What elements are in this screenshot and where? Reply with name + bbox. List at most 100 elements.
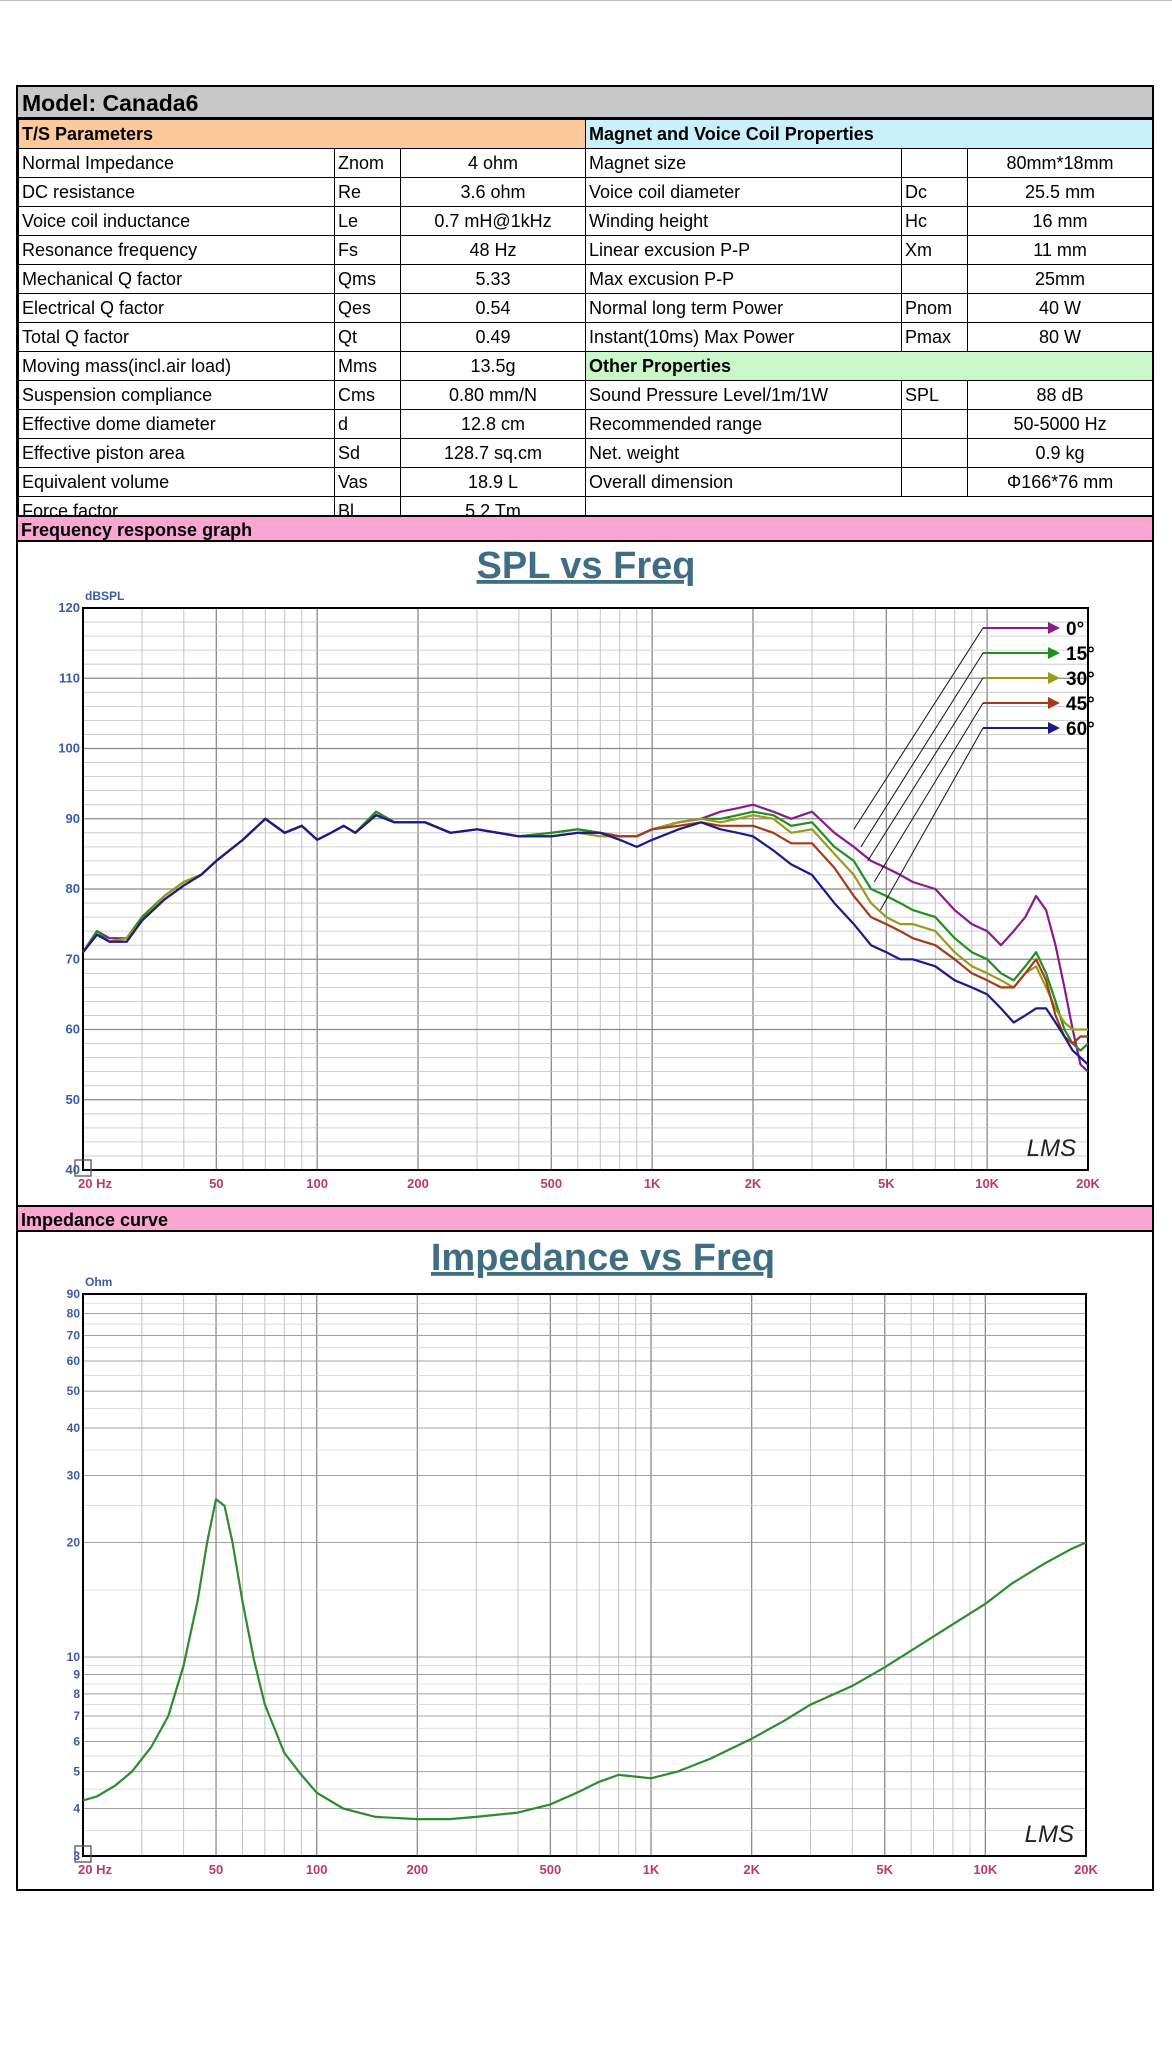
ts-param-name: Effective piston area (18, 438, 335, 468)
y-tick-label: 9 (73, 1667, 80, 1681)
y-tick-label: 90 (66, 811, 80, 826)
chart-background (18, 542, 1152, 1202)
series-line (82, 1498, 1087, 1821)
x-tick-label: 5K (876, 1862, 893, 1877)
spec-table: T/S Parameters Magnet and Voice Coil Prop… (17, 119, 1154, 526)
ts-param-name: Electrical Q factor (18, 293, 335, 323)
spec-row: Total Q factor Qt 0.49 Instant(10ms) Max Po… (18, 322, 1154, 352)
ts-param-value: 128.7 sq.cm (399, 438, 587, 468)
property-symbol: Pnom (901, 293, 969, 323)
top-border-line (0, 0, 1172, 1)
y-tick-label: 7 (73, 1709, 80, 1723)
ts-header: T/S Parameters (17, 119, 587, 149)
ts-param-value: 0.80 mm/N (399, 380, 587, 410)
x-tick-label: 10K (973, 1862, 997, 1877)
property-symbol: SPL (901, 380, 969, 410)
x-tick-label: 2K (743, 1862, 760, 1877)
spec-row: Suspension compliance Cms 0.80 mm/N Sound P… (18, 380, 1154, 410)
y-tick-label: 4 (73, 1801, 80, 1815)
lms-watermark: LMS (1027, 1135, 1076, 1162)
legend-leader-line (867, 677, 984, 862)
y-tick-label: 3 (73, 1849, 80, 1863)
property-value: 80 W (967, 322, 1154, 352)
chart-title: Impedance vs Freq (431, 1237, 775, 1279)
legend-arrowhead-icon (1048, 622, 1060, 634)
x-tick-label: 1K (643, 1862, 660, 1877)
property-value: 25mm (967, 264, 1154, 294)
y-tick-label: 6 (73, 1734, 80, 1748)
ts-param-value: 13.5g (399, 351, 587, 381)
legend-leader-line (853, 627, 984, 830)
property-value: 88 dB (967, 380, 1154, 410)
spec-row: T/S Parameters Magnet and Voice Coil Prop… (17, 119, 1154, 149)
ts-param-symbol: Qt (334, 322, 401, 352)
property-name: Linear excusion P-P (585, 235, 903, 265)
plot-frame (82, 607, 1089, 1171)
property-name: Overall dimension (585, 467, 903, 497)
ts-param-symbol: Re (334, 177, 401, 207)
ts-param-value: 4 ohm (399, 148, 587, 178)
ts-param-symbol: Fs (334, 235, 401, 265)
property-value: Φ166*76 mm (967, 467, 1154, 497)
y-tick-label: 110 (59, 670, 80, 685)
x-tick-label: 20 Hz (78, 1862, 112, 1877)
x-tick-label: 50 (209, 1176, 223, 1191)
spec-row: Electrical Q factor Qes 0.54 Normal long te… (18, 293, 1154, 323)
property-name: Instant(10ms) Max Power (585, 322, 903, 352)
x-tick-label: 20K (1074, 1862, 1098, 1877)
property-name: Net. weight (585, 438, 903, 468)
property-symbol: Pmax (901, 322, 969, 352)
legend-label: 30° (1066, 669, 1095, 690)
spec-row: DC resistance Re 3.6 ohm Voice coil diamete… (18, 177, 1154, 207)
ts-param-symbol: Cms (334, 380, 401, 410)
y-tick-label: 5 (73, 1765, 80, 1779)
ts-param-name: Resonance frequency (18, 235, 335, 265)
spec-row: Voice coil inductance Le 0.7 mH@1kHz Windin… (18, 206, 1154, 236)
y-tick-label: 90 (67, 1287, 81, 1301)
ts-param-value: 0.54 (399, 293, 587, 323)
ts-param-symbol: Vas (334, 467, 401, 497)
ts-param-value: 48 Hz (399, 235, 587, 265)
spec-row: Mechanical Q factor Qms 5.33 Max excusion P… (18, 264, 1154, 294)
x-tick-label: 2K (745, 1176, 762, 1191)
property-symbol (901, 148, 969, 178)
property-name: Winding height (585, 206, 903, 236)
origin-marker-icon (74, 1845, 92, 1863)
property-symbol: Dc (901, 177, 969, 207)
spec-row: Resonance frequency Fs 48 Hz Linear excusio… (18, 235, 1154, 265)
chart-title: SPL vs Freq (477, 545, 696, 587)
property-symbol: Xm (901, 235, 969, 265)
spec-table-body: T/S Parameters Magnet and Voice Coil Prop… (17, 119, 1154, 526)
legend-leader-line (873, 702, 984, 883)
y-tick-label: 70 (66, 951, 80, 966)
other-header: Other Properties (585, 351, 1154, 381)
chart-background (18, 1232, 1152, 1888)
ts-param-value: 0.7 mH@1kHz (399, 206, 587, 236)
y-tick-label: 40 (67, 1421, 81, 1435)
y-axis-label: dBSPL (85, 589, 124, 603)
y-tick-label: 60 (67, 1354, 81, 1368)
x-tick-label: 20 Hz (78, 1176, 112, 1191)
x-tick-label: 100 (306, 1176, 328, 1191)
spec-row: Effective dome diameter d 12.8 cm Recommend… (18, 409, 1154, 439)
spec-sheet-frame (16, 85, 1154, 1891)
ts-param-name: Voice coil inductance (18, 206, 335, 236)
ts-param-name: Equivalent volume (18, 467, 335, 497)
y-tick-label: 8 (73, 1687, 80, 1701)
impedance-section-label: Impedance curve (18, 1205, 1152, 1232)
y-tick-label: 10 (67, 1650, 81, 1664)
y-tick-label: 80 (66, 881, 80, 896)
x-tick-label: 50 (209, 1862, 223, 1877)
series-line (82, 814, 1089, 1066)
legend-arrowhead-icon (1048, 672, 1060, 684)
ts-param-name: DC resistance (18, 177, 335, 207)
property-value: 25.5 mm (967, 177, 1154, 207)
property-name: Magnet size (585, 148, 903, 178)
x-tick-label: 20K (1076, 1176, 1100, 1191)
ts-param-name: Mechanical Q factor (18, 264, 335, 294)
y-tick-label: 60 (66, 1022, 80, 1037)
property-symbol (901, 438, 969, 468)
spl-vs-freq-chart: SPL vs Freq dBSPL 40 50 60 70 80 90 100 110 120 20 … (18, 542, 1152, 1202)
y-tick-label: 30 (67, 1469, 81, 1483)
ts-param-symbol: Qms (334, 264, 401, 294)
